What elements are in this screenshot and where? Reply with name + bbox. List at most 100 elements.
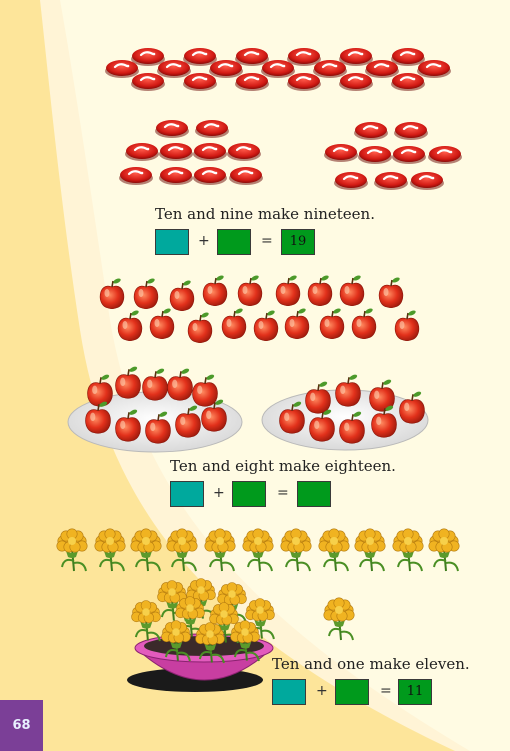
exercise-1-answer-box[interactable]: 19: [281, 229, 315, 255]
apple-icon: [175, 405, 201, 438]
red-candy-icon: [417, 60, 451, 78]
red-candy-icon: [374, 172, 408, 190]
marigold-icon: [392, 528, 424, 572]
red-candy-icon: [354, 122, 388, 140]
apple-icon: [221, 308, 247, 340]
apple-icon: [115, 409, 141, 442]
red-candy-icon: [183, 48, 217, 66]
apple-icon: [394, 310, 420, 342]
apple-icon: [319, 308, 345, 340]
marigold-icon: [245, 598, 275, 640]
exercise-2-equals: =: [277, 485, 289, 501]
red-candy-icon: [392, 146, 426, 164]
red-candy-icon: [391, 48, 425, 66]
red-candy-icon: [105, 60, 139, 78]
exercise-1-box-1[interactable]: [155, 229, 189, 255]
red-candy-icon: [334, 172, 368, 190]
red-candy-icon: [324, 144, 358, 162]
exercise-1-plus: +: [198, 233, 210, 249]
apple-icon: [117, 310, 143, 342]
apple-icon: [201, 399, 227, 432]
marigold-icon: [323, 597, 355, 641]
apple-icon: [371, 405, 397, 438]
red-candy-icon: [394, 122, 428, 140]
apple-icon: [307, 275, 333, 307]
exercise-3-equals: =: [380, 683, 392, 699]
apple-icon: [133, 278, 159, 310]
exercise-1-equals: =: [261, 233, 273, 249]
apple-icon: [237, 275, 263, 307]
apple-icon: [99, 278, 125, 310]
red-candy-icon: [235, 73, 269, 91]
apple-icon: [169, 280, 195, 312]
marigold-icon: [161, 620, 191, 662]
exercise-3-box-2[interactable]: [335, 679, 369, 705]
red-candy-icon: [365, 60, 399, 78]
apple-icon: [85, 401, 111, 434]
apple-icon: [167, 368, 193, 401]
red-candy-icon: [339, 73, 373, 91]
apple-icon: [253, 310, 279, 342]
marigold-icon: [94, 528, 126, 572]
red-candy-icon: [159, 167, 193, 185]
marigold-icon: [428, 528, 460, 572]
red-candy-icon: [183, 73, 217, 91]
apple-icon: [369, 379, 395, 412]
red-candy-icon: [119, 167, 153, 185]
exercise-2-box-2[interactable]: [232, 481, 266, 507]
red-candy-icon: [229, 167, 263, 185]
apple-icon: [187, 312, 213, 344]
exercise-1-box-2[interactable]: [217, 229, 251, 255]
apple-icon: [335, 374, 361, 407]
marigold-icon: [318, 528, 350, 572]
red-candy-icon: [287, 48, 321, 66]
apple-icon: [142, 368, 168, 401]
exercise-2-sentence: Ten and eight make eighteen.: [170, 457, 396, 475]
marigold-icon: [130, 528, 162, 572]
red-candy-icon: [131, 73, 165, 91]
red-candy-icon: [157, 60, 191, 78]
apple-icon: [309, 409, 335, 442]
marigold-icon: [209, 602, 239, 644]
exercise-2-answer-box[interactable]: [297, 481, 331, 507]
exercise-3-answer-box[interactable]: 11: [398, 679, 432, 705]
marigold-icon: [280, 528, 312, 572]
apple-icon: [87, 374, 113, 407]
apple-icon: [115, 366, 141, 399]
marigold-icon: [131, 600, 161, 642]
red-candy-icon: [313, 60, 347, 78]
apple-icon: [149, 308, 175, 340]
apple-icon: [145, 411, 171, 444]
apple-icon: [399, 391, 425, 424]
exercise-3-sentence: Ten and one make eleven.: [272, 655, 470, 673]
red-candy-icon: [193, 143, 227, 161]
red-candy-icon: [227, 143, 261, 161]
exercise-1-sentence: Ten and nine make nineteen.: [155, 205, 375, 223]
marigold-icon: [230, 620, 260, 662]
red-candy-icon: [155, 120, 189, 138]
red-candy-icon: [131, 48, 165, 66]
apple-icon: [339, 411, 365, 444]
marigold-icon: [175, 596, 205, 638]
red-candy-icon: [193, 167, 227, 185]
red-candy-icon: [287, 73, 321, 91]
marigold-icon: [195, 622, 225, 664]
apple-icon: [339, 275, 365, 307]
marigold-icon: [354, 528, 386, 572]
red-candy-icon: [195, 120, 229, 138]
apple-icon: [192, 374, 218, 407]
red-candy-icon: [358, 146, 392, 164]
marigold-icon: [242, 528, 274, 572]
red-candy-icon: [209, 60, 243, 78]
red-candy-icon: [391, 73, 425, 91]
red-candy-icon: [410, 172, 444, 190]
exercise-3-box-1[interactable]: [272, 679, 306, 705]
exercise-2-box-1[interactable]: [170, 481, 204, 507]
exercise-3-plus: +: [316, 683, 328, 699]
apple-icon: [378, 277, 404, 309]
marigold-icon: [166, 528, 198, 572]
marigold-icon: [204, 528, 236, 572]
apple-icon: [275, 275, 301, 307]
